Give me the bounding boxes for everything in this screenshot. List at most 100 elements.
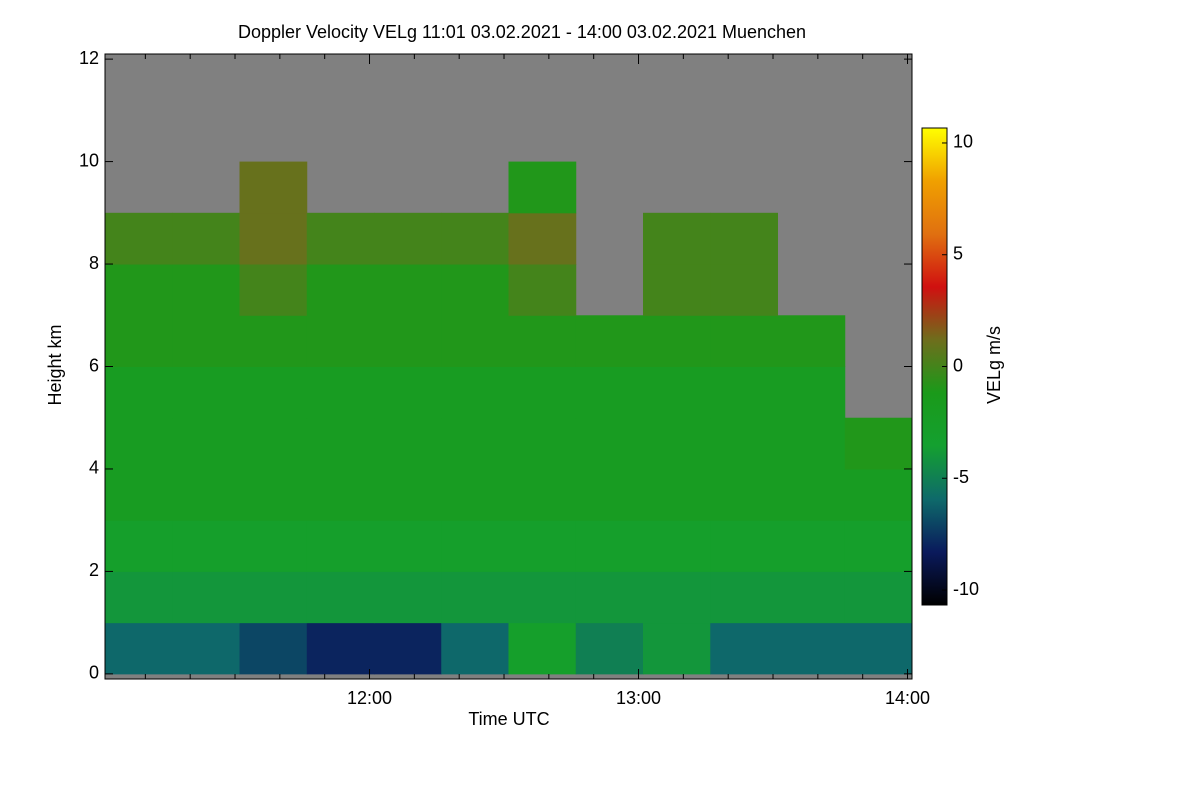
y-axis-label: Height km [45, 324, 65, 405]
heatmap-cell [105, 212, 173, 265]
heatmap-cell [374, 622, 442, 675]
heatmap-cell [508, 161, 577, 214]
heatmap-cell [239, 520, 308, 572]
y-tick-label: 0 [89, 663, 99, 683]
heatmap-cell [710, 571, 778, 624]
y-tick-label: 12 [79, 48, 99, 68]
colorbar-label: VELg m/s [984, 326, 1004, 404]
heatmap-cell [844, 468, 913, 521]
heatmap-cell [643, 520, 711, 572]
heatmap-cell [105, 622, 173, 675]
heatmap-cell [643, 417, 711, 470]
heatmap-cell [508, 417, 577, 470]
y-tick-label: 8 [89, 253, 99, 273]
heatmap-cell [239, 366, 308, 419]
heatmap-cell [306, 366, 375, 419]
heatmap-cell [374, 468, 442, 521]
heatmap-cell [643, 622, 711, 675]
heatmap-cell [374, 520, 442, 572]
colorbar-tick-label: 0 [953, 355, 963, 375]
heatmap-cell [172, 520, 240, 572]
heatmap-cell [105, 571, 173, 624]
heatmap-cell [374, 571, 442, 624]
heatmap-cell [575, 315, 644, 367]
heatmap-cell [105, 417, 173, 470]
heatmap-cell [239, 468, 308, 521]
heatmap-cell [172, 417, 240, 470]
heatmap-cell [374, 417, 442, 470]
heatmap-cell [441, 315, 509, 367]
x-tick-label: 14:00 [885, 688, 930, 708]
heatmap-cell [172, 468, 240, 521]
heatmap-cell [239, 264, 308, 316]
heatmap-cell [710, 520, 778, 572]
y-tick-label: 10 [79, 150, 99, 170]
heatmap-cell [441, 622, 509, 675]
heatmap-cell [306, 571, 375, 624]
heatmap-cell [306, 468, 375, 521]
heatmap-cell [777, 366, 846, 419]
heatmap-cell [710, 417, 778, 470]
heatmap-cell [575, 366, 644, 419]
heatmap-cell [441, 212, 509, 265]
heatmap-cell [172, 264, 240, 316]
heatmap-cell [172, 366, 240, 419]
heatmap-cell [441, 571, 509, 624]
heatmap-cell [105, 468, 173, 521]
heatmap-cell [239, 161, 308, 214]
heatmap-cell [508, 366, 577, 419]
heatmap-cell [306, 520, 375, 572]
heatmap-cell [306, 315, 375, 367]
colorbar-tick-label: 5 [953, 243, 963, 263]
chart-title: Doppler Velocity VELg 11:01 03.02.2021 -… [238, 22, 806, 42]
heatmap-cell [441, 366, 509, 419]
heatmap-cell [306, 417, 375, 470]
heatmap-cell [710, 264, 778, 316]
y-tick-label: 6 [89, 355, 99, 375]
heatmap-cell [643, 366, 711, 419]
heatmap-cell [105, 520, 173, 572]
heatmap-cell [710, 366, 778, 419]
heatmap-cell [575, 520, 644, 572]
heatmap-cell [306, 212, 375, 265]
y-tick-label: 2 [89, 560, 99, 580]
heatmap-cell [508, 315, 577, 367]
heatmap-cell [777, 571, 846, 624]
heatmap-cell [508, 264, 577, 316]
heatmap-cell [777, 622, 846, 675]
heatmap-cell [643, 468, 711, 521]
heatmap-cell [374, 366, 442, 419]
heatmap-cell [643, 264, 711, 316]
heatmap-cell [441, 520, 509, 572]
heatmap-cell [777, 417, 846, 470]
heatmap-cell [710, 622, 778, 675]
heatmap-cell [105, 264, 173, 316]
heatmap-cell [239, 622, 308, 675]
y-tick-label: 4 [89, 458, 99, 478]
heatmap-cell [374, 315, 442, 367]
heatmap-cell [441, 417, 509, 470]
heatmap-cell [508, 622, 577, 675]
heatmap-cell [575, 417, 644, 470]
colorbar-tick-label: -10 [953, 579, 979, 599]
heatmap-cell [508, 212, 577, 265]
heatmap-cell [508, 468, 577, 521]
heatmap-cell [239, 417, 308, 470]
heatmap-cell [575, 468, 644, 521]
heatmap-cell [844, 622, 913, 675]
heatmap-cell [441, 264, 509, 316]
heatmap-cell [239, 315, 308, 367]
heatmap-cell [172, 212, 240, 265]
heatmap-cell [239, 212, 308, 265]
heatmap-cell [643, 571, 711, 624]
heatmap-cell [306, 622, 375, 675]
colorbar-tick-label: 10 [953, 132, 973, 152]
heatmap-cell [508, 520, 577, 572]
heatmap-cell [105, 366, 173, 419]
heatmap-cell [508, 571, 577, 624]
heatmap-cell [777, 468, 846, 521]
heatmap-cell [710, 468, 778, 521]
heatmap-cell [844, 417, 913, 470]
heatmap-cell [306, 264, 375, 316]
x-axis-label: Time UTC [468, 709, 549, 729]
